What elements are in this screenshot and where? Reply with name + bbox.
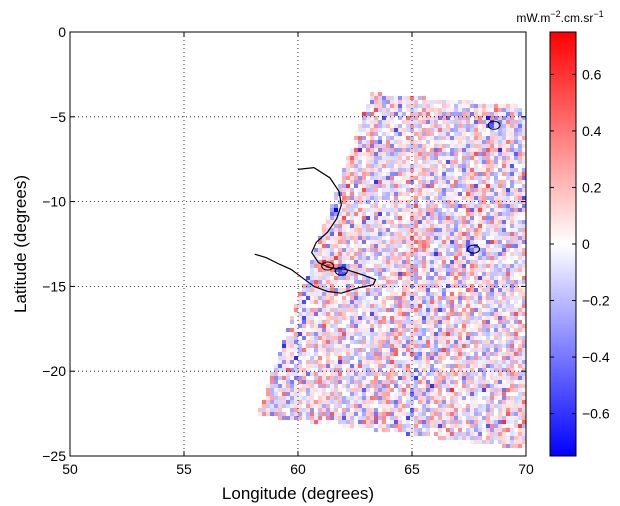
colorbar-tick-label: −0.4 — [582, 349, 610, 365]
y-tick-label: −20 — [42, 363, 66, 379]
coastline — [254, 167, 377, 294]
y-tick-label: −10 — [42, 194, 66, 210]
contour-lines — [321, 120, 501, 276]
y-axis-label: Latitude (degrees) — [11, 175, 30, 313]
colorbar-ticks: 0.6 0.4 0.2 0 −0.2 −0.4 −0.6 — [550, 66, 610, 422]
y-tick-label: −5 — [50, 109, 66, 125]
colorbar-tick-label: −0.6 — [582, 406, 610, 422]
y-tick-label: −25 — [42, 448, 66, 464]
colorbar-tick-label: −0.2 — [582, 293, 610, 309]
colorbar-tick-label: 0.4 — [582, 123, 602, 139]
x-tick-label: 65 — [404, 461, 420, 477]
x-axis-label: Longitude (degrees) — [222, 484, 374, 503]
grid-lines — [70, 32, 526, 456]
colorbar-tick-label: 0.6 — [582, 66, 602, 82]
x-tick-label: 70 — [518, 461, 534, 477]
colorbar-tick-label: 0 — [582, 236, 590, 252]
colorbar-unit: mW.m−2.cm.sr−1 — [516, 9, 603, 25]
y-tick-label: 0 — [58, 24, 66, 40]
x-tick-label: 60 — [290, 461, 306, 477]
x-tick-label: 50 — [62, 461, 78, 477]
colorbar-tick-label: 0.2 — [582, 179, 602, 195]
heatmap-swath — [258, 92, 526, 448]
y-tick-label: −15 — [42, 278, 66, 294]
x-tick-label: 55 — [176, 461, 192, 477]
axis-ticks: 50 55 60 65 70 0 −5 −10 −15 −20 −25 — [42, 24, 534, 477]
